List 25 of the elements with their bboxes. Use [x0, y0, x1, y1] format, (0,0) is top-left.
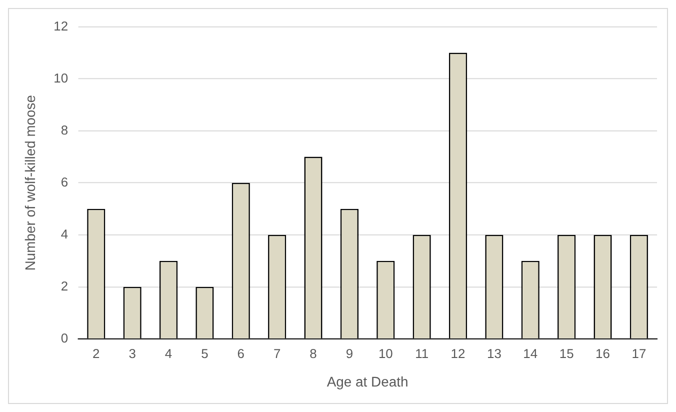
x-tick-label: 12: [450, 346, 466, 362]
y-tick-label: 10: [54, 70, 68, 86]
x-tick-label: 5: [201, 346, 208, 362]
y-tick-label: 0: [60, 330, 68, 346]
x-tick-label: 16: [596, 346, 610, 362]
x-tick-label: 14: [523, 346, 538, 362]
x-tick-label: 3: [128, 346, 136, 362]
y-tick-label: 8: [60, 122, 68, 138]
y-tick-label: 4: [60, 226, 68, 242]
x-tick-label: 4: [164, 346, 172, 362]
y-tick-label: 12: [54, 18, 68, 34]
y-axis-title: Number of wolf-killed moose: [22, 94, 38, 271]
x-tick-label: 7: [273, 346, 281, 362]
x-tick-label: 15: [559, 346, 574, 362]
x-tick-label: 11: [415, 346, 429, 362]
x-tick-label: 8: [310, 346, 317, 362]
x-tick-label: 6: [237, 346, 244, 362]
x-tick-label: 13: [486, 346, 502, 362]
y-tick-label: 2: [60, 278, 68, 294]
x-tick-label: 10: [378, 346, 393, 362]
x-tick-label: 17: [632, 346, 646, 362]
x-tick-label: 2: [92, 346, 100, 362]
y-tick-label: 6: [60, 174, 68, 190]
x-tick-label: 9: [346, 346, 354, 362]
x-axis-title: Age at Death: [326, 374, 408, 390]
